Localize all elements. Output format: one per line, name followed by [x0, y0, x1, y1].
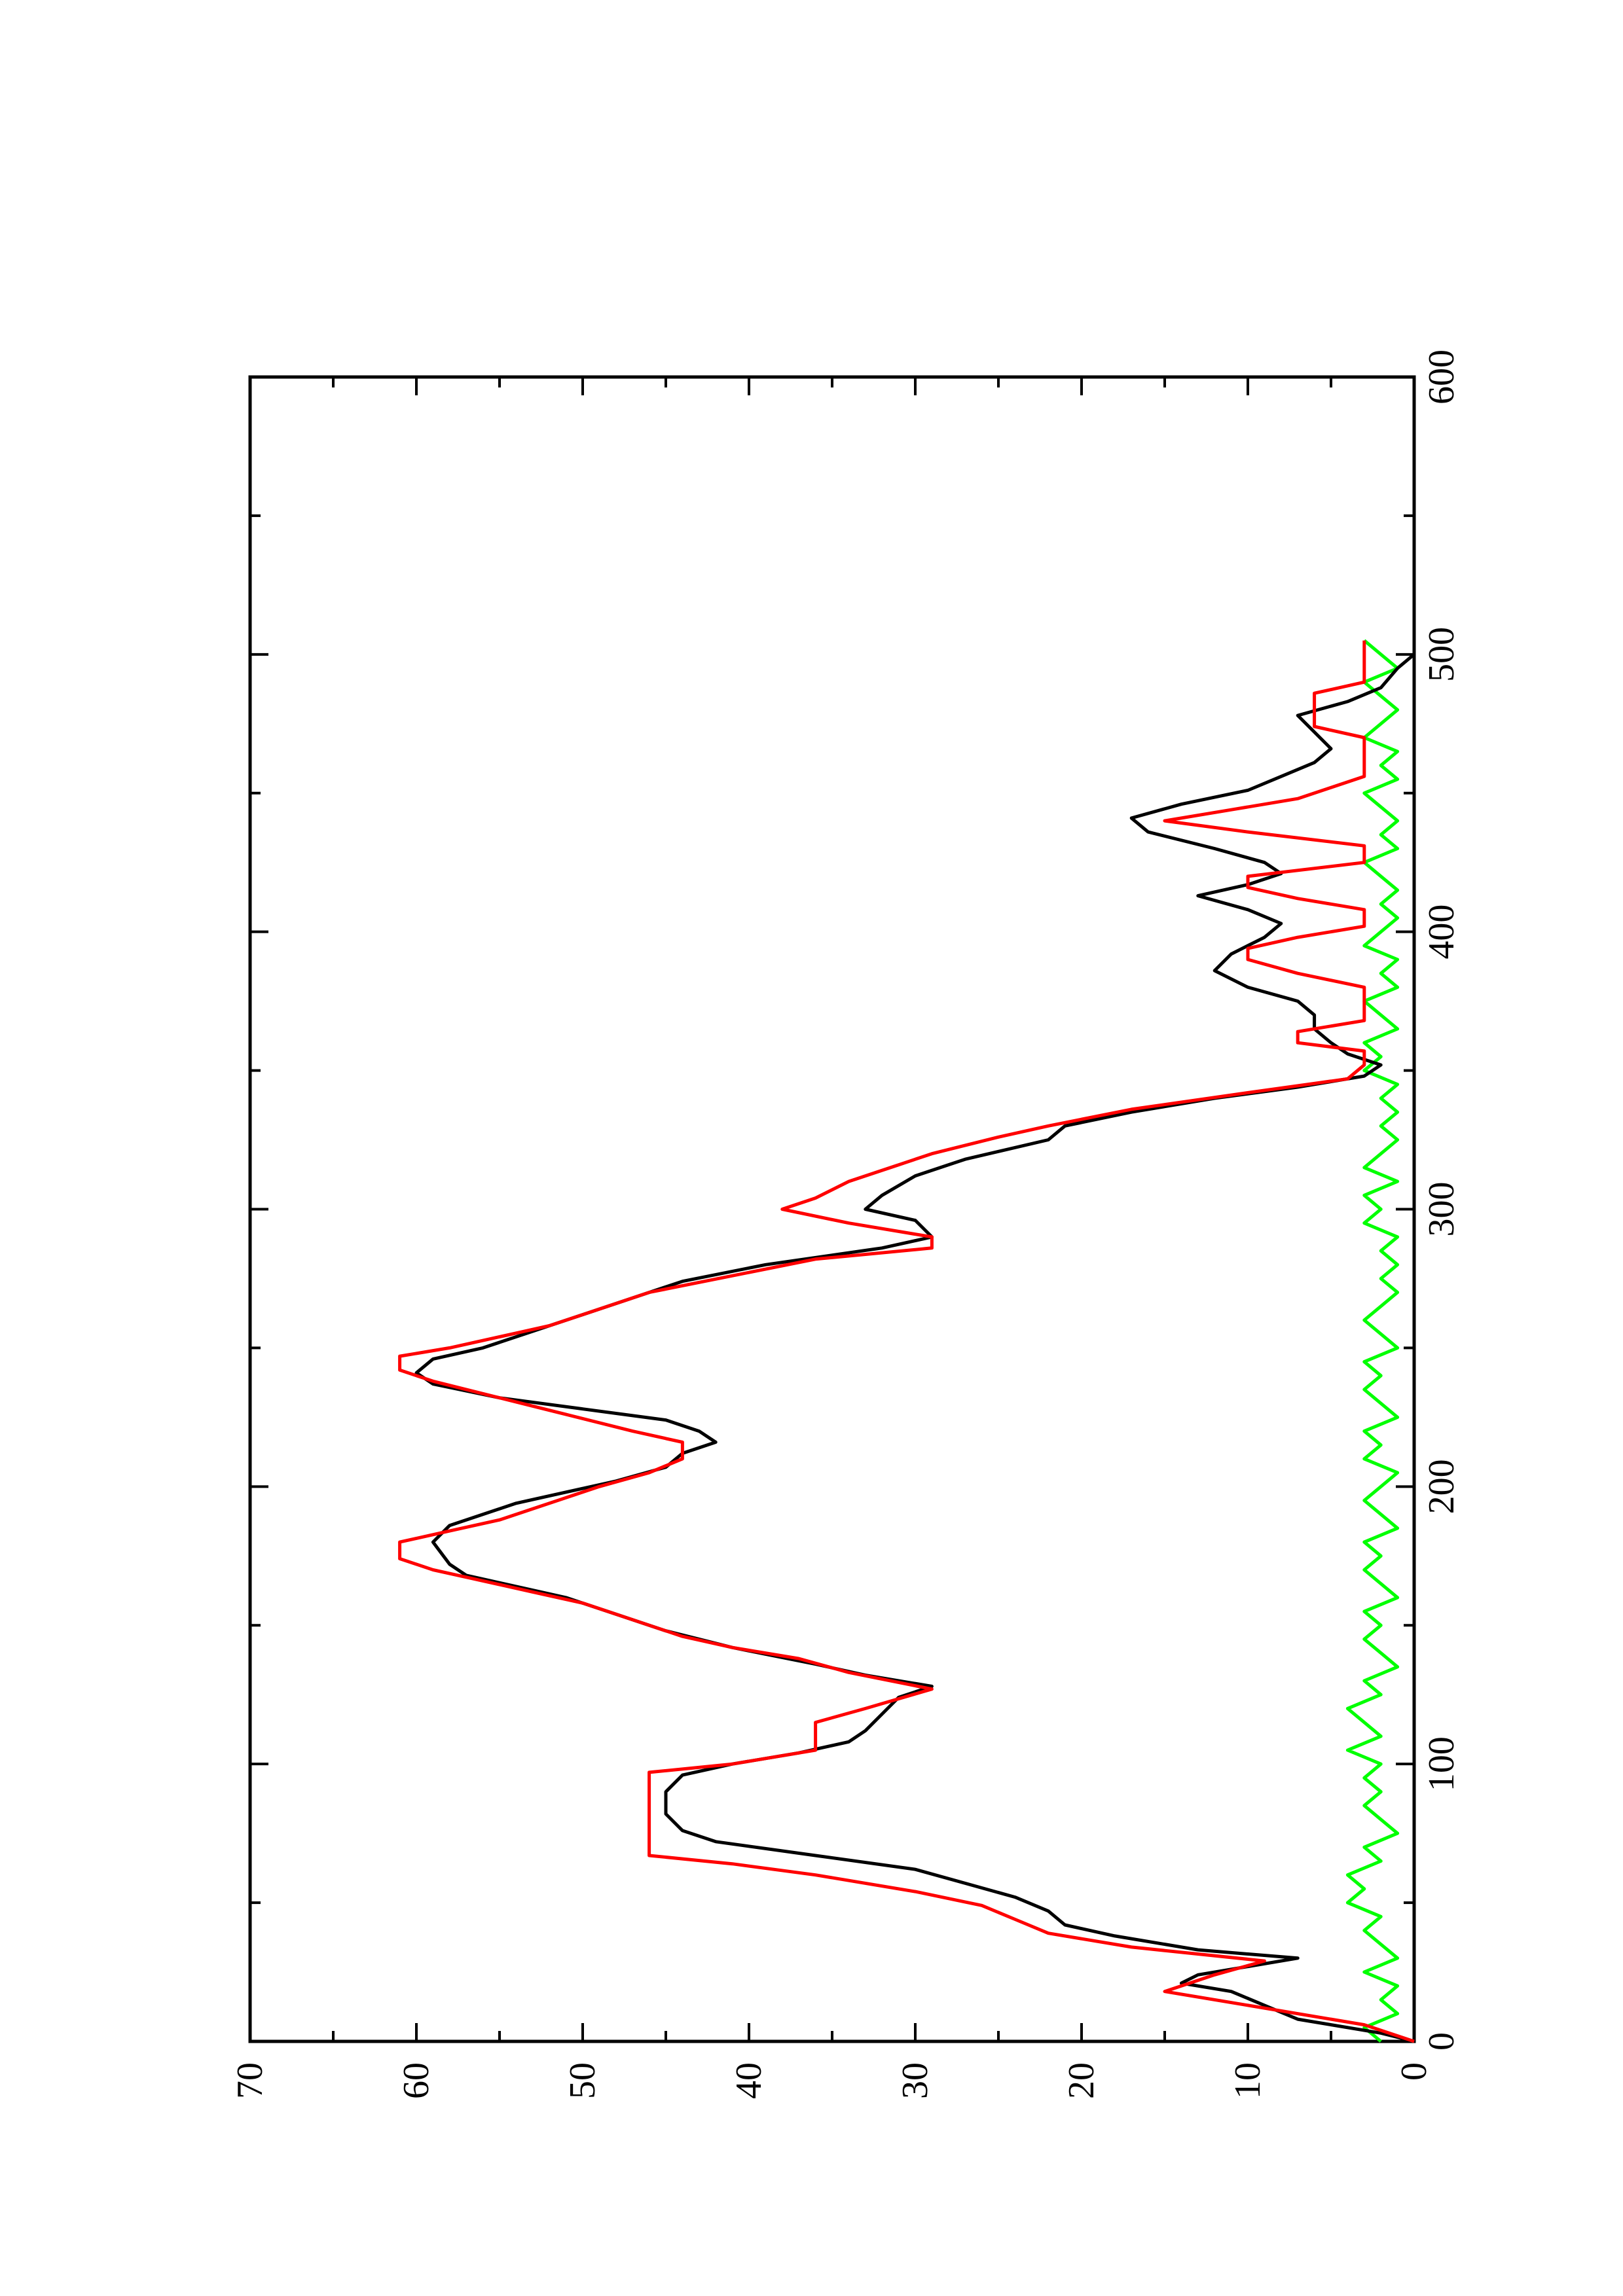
x-tick-label: 400 [1421, 905, 1462, 960]
x-tick-label: 100 [1421, 1736, 1462, 1791]
series-line [1345, 639, 1400, 2043]
y-tick-label: 50 [562, 2062, 603, 2099]
y-tick-label: 60 [396, 2062, 437, 2099]
axis-tick-labels: 0 100 200 300 400 500 600 0 10 20 30 40 50 60 70 [230, 350, 1462, 2099]
y-tick-label: 0 [1394, 2062, 1434, 2081]
x-tick-label: 600 [1421, 350, 1462, 404]
y-tick-label: 10 [1228, 2062, 1268, 2099]
x-tick-label: 500 [1421, 627, 1462, 682]
x-tick-label: 200 [1421, 1459, 1462, 1514]
series-line [398, 640, 1415, 2043]
y-tick-label: 70 [230, 2062, 270, 2099]
plot-frame [248, 375, 1416, 2043]
x-tick-label: 300 [1421, 1182, 1462, 1237]
y-tick-label: 20 [1061, 2062, 1102, 2099]
y-tick-label: 40 [729, 2062, 769, 2099]
y-tick-label: 30 [895, 2062, 936, 2099]
x-tick-label: 0 [1421, 2032, 1462, 2051]
axis-ticks [249, 376, 1415, 2043]
series-line [414, 640, 1416, 2043]
series-layer [398, 639, 1416, 2043]
